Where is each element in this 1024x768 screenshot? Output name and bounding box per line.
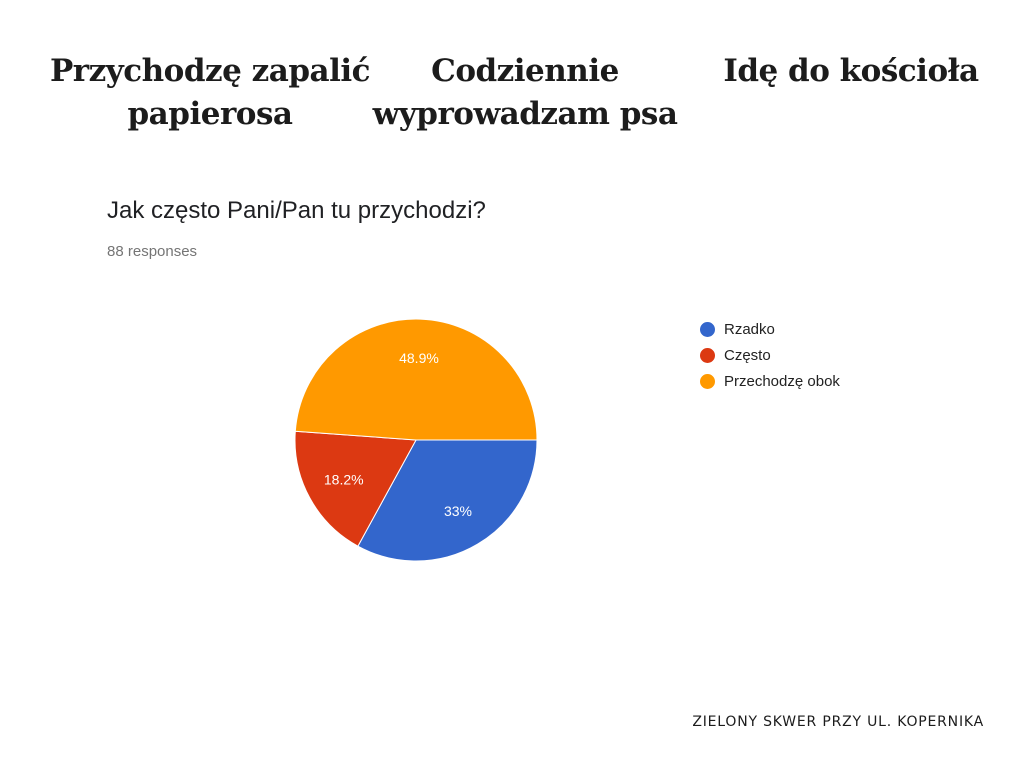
legend-item-1: Często bbox=[700, 342, 840, 368]
legend-label-2: Przechodzę obok bbox=[724, 372, 840, 390]
pie-slice-0 bbox=[357, 439, 538, 562]
response-count: 88 responses bbox=[107, 243, 198, 260]
heading-dog-walk-line-1: Codziennie bbox=[431, 53, 619, 89]
pie-label-1: 18.2% bbox=[324, 471, 364, 487]
heading-smoking-line-1: Przychodzę zapalić bbox=[49, 53, 371, 89]
chart-legend: Rzadko Często Przechodzę obok bbox=[700, 316, 840, 394]
heading-church-line-1: Idę do kościoła bbox=[723, 53, 979, 89]
legend-item-2: Przechodzę obok bbox=[700, 368, 840, 394]
legend-swatch-1 bbox=[700, 347, 715, 363]
pie-slice-1 bbox=[294, 430, 417, 547]
legend-swatch-0 bbox=[700, 321, 715, 337]
heading-dog-walk: Codziennie wyprowadzam psa bbox=[370, 50, 680, 136]
pie-label-2: 48.9% bbox=[399, 350, 439, 366]
legend-label-0: Rzadko bbox=[724, 320, 775, 338]
heading-church: Idę do kościoła bbox=[720, 50, 982, 93]
legend-item-0: Rzadko bbox=[700, 316, 840, 342]
pie-label-0: 33% bbox=[444, 503, 472, 519]
heading-dog-walk-line-2: wyprowadzam psa bbox=[372, 96, 678, 132]
pie-slice-2 bbox=[294, 318, 538, 441]
heading-smoking: Przychodzę zapalić papierosa bbox=[40, 50, 380, 136]
footer-caption: ZIELONY SKWER PRZY UL. KOPERNIKA bbox=[692, 714, 984, 730]
chart-title: Jak często Pani/Pan tu przychodzi? bbox=[107, 197, 486, 224]
heading-smoking-line-2: papierosa bbox=[127, 96, 294, 132]
legend-label-1: Często bbox=[724, 346, 771, 364]
legend-swatch-2 bbox=[700, 373, 715, 389]
